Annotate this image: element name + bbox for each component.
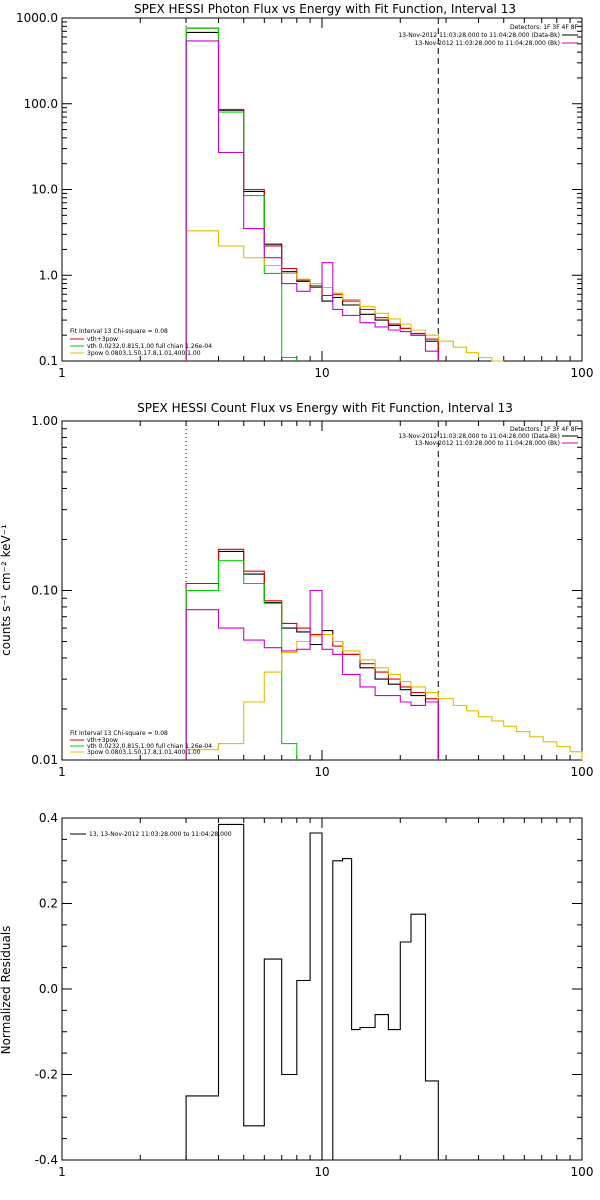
panel1-legend-3pow: 3pow 0.0803,1.50,17.8,1.01,400,1.00 xyxy=(87,350,201,357)
panel1-legend-detectors: Detectors: 1F 3F 4F 8F xyxy=(510,24,579,31)
panel1-legend-data: 13-Nov-2012 11:03:28.000 to 11:04:28.000… xyxy=(398,32,560,39)
panel2-legend-3pow: 3pow 0.0803,1.50,17.8,1.01,400,1.00 xyxy=(87,749,201,756)
x-tick-label: 100 xyxy=(571,765,594,779)
series-vth-3pow xyxy=(185,548,439,760)
panel3-ylabel: Normalized Residuals xyxy=(0,926,13,1055)
y-tick-label: -0.2 xyxy=(35,1068,58,1082)
panel2-title: SPEX HESSI Count Flux vs Energy with Fit… xyxy=(137,401,513,415)
y-tick-label: 1.00 xyxy=(31,414,58,428)
x-tick-label: 10 xyxy=(314,366,329,380)
x-tick-label: 1 xyxy=(58,366,66,380)
x-tick-label: 100 xyxy=(571,1165,594,1179)
count-flux-panel: SPEX HESSI Count Flux vs Energy with Fit… xyxy=(0,401,593,779)
panel1-ticks: 1 10 100 0.1 1.0 10.0 100.0 1000.0 xyxy=(16,11,593,380)
y-tick-label: 0.0 xyxy=(39,982,58,996)
panel1-frame xyxy=(61,17,583,362)
panel2-legend-vth: vth 0.0232,0.815,1.00 full chian 1.26e-0… xyxy=(87,743,212,750)
series-line-0 xyxy=(185,823,439,1161)
y-tick-label: 1.0 xyxy=(39,268,58,282)
panel3-legend-label: 13, 13-Nov-2012 11:03:28.000 to 11:04:28… xyxy=(89,831,232,838)
y-tick-label: -0.4 xyxy=(35,1153,58,1167)
series-line-4 xyxy=(185,40,439,361)
panel1-legend-fit: Fit Interval 13 Chi-square = 0.08 xyxy=(70,328,168,335)
panel2-legend-topright: Detectors: 1F 3F 4F 8F 13-Nov-2012 11:03… xyxy=(398,426,578,447)
panel3-ticks: 1 10 100 -0.4 -0.2 0.0 0.2 0.4 xyxy=(35,811,594,1179)
panel2-legend-bk: 13-Nov-2012 11:03:28.000 to 11:04:28.000… xyxy=(415,440,560,447)
panel2-plot xyxy=(185,421,583,760)
series-vth xyxy=(185,27,298,361)
series-3pow xyxy=(185,633,583,760)
panel2-legend-bottomleft: Fit Interval 13 Chi-square = 0.08 vth+3p… xyxy=(70,730,212,756)
y-tick-label: 0.2 xyxy=(39,897,58,911)
series-line-4 xyxy=(185,589,439,760)
series-vth xyxy=(185,560,298,760)
x-tick-label: 10 xyxy=(314,1165,329,1179)
y-tick-label: 0.01 xyxy=(31,753,58,767)
residuals-panel: Normalized Residuals 1 10 100 -0.4 -0.2 0.0 0.… xyxy=(0,811,593,1179)
x-tick-label: 1 xyxy=(58,765,66,779)
panel3-legend: 13, 13-Nov-2012 11:03:28.000 to 11:04:28… xyxy=(70,831,232,838)
photon-flux-panel: SPEX HESSI Photon Flux vs Energy with Fi… xyxy=(16,2,593,380)
panel1-legend-topright: Detectors: 1F 3F 4F 8F 13-Nov-2012 11:03… xyxy=(398,24,578,47)
panel1-legend-vth3pow: vth+3pow xyxy=(87,336,118,343)
panel2-legend-fit: Fit Interval 13 Chi-square = 0.08 xyxy=(70,730,168,737)
y-tick-label: 10.0 xyxy=(31,183,58,197)
panel3-plot xyxy=(185,823,439,1161)
series-line-0 xyxy=(185,550,439,760)
panel1-title: SPEX HESSI Photon Flux vs Energy with Fi… xyxy=(134,2,516,16)
panel1-legend-bk: 13-Nov-2012 11:03:28.000 to 11:04:28.000… xyxy=(415,40,560,47)
y-tick-label: 1000.0 xyxy=(16,11,58,25)
panel1-legend-vth: vth 0.0232,0.815,1.00 full chian 1.26e-0… xyxy=(87,343,212,350)
panel2-legend-detectors: Detectors: 1F 3F 4F 8F xyxy=(510,426,579,433)
panel2-ticks: 1 10 100 0.01 0.10 1.00 xyxy=(31,414,593,779)
panel2-ylabel: counts s⁻¹ cm⁻² keV⁻¹ xyxy=(0,524,13,656)
y-tick-label: 100.0 xyxy=(24,97,58,111)
y-tick-label: 0.10 xyxy=(31,584,58,598)
series-line-0 xyxy=(185,31,439,361)
x-tick-label: 100 xyxy=(571,366,594,380)
panel1-plot xyxy=(185,18,504,362)
series-3pow xyxy=(185,230,504,362)
panel2-legend-vth3pow: vth+3pow xyxy=(87,737,118,744)
x-tick-label: 1 xyxy=(58,1165,66,1179)
y-tick-label: 0.4 xyxy=(39,811,58,825)
series-vth-3pow xyxy=(185,27,439,361)
panel1-legend-bottomleft: Fit Interval 13 Chi-square = 0.08 vth+3p… xyxy=(70,328,212,357)
x-tick-label: 10 xyxy=(314,765,329,779)
y-tick-label: 0.1 xyxy=(39,354,58,368)
panel2-legend-data: 13-Nov-2012 11:03:28.000 to 11:04:28.000… xyxy=(398,433,560,440)
